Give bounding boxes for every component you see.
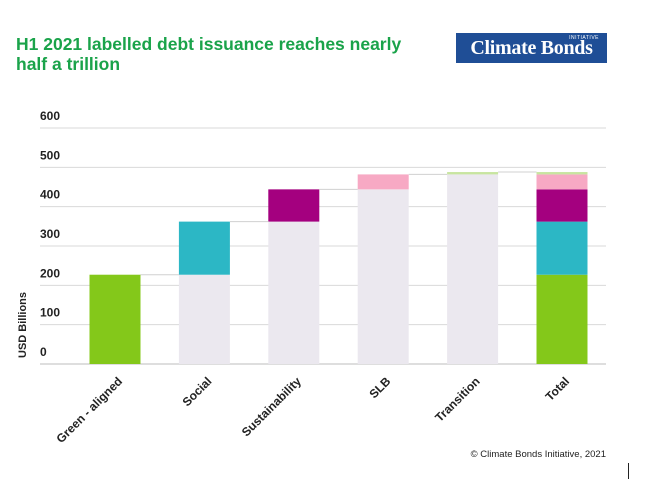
bars (89, 172, 588, 364)
bar-base-1 (178, 274, 230, 364)
y-tick-label: 500 (40, 148, 60, 162)
y-tick-label: 300 (40, 227, 60, 241)
bar-2 (268, 189, 320, 222)
copyright-note: © Climate Bonds Initiative, 2021 (470, 449, 606, 460)
x-axis-categories: Green - aligned Social Sustainability SLB Tr… (53, 374, 572, 446)
y-tick-label: 400 (40, 188, 60, 202)
bar-base-3 (357, 189, 409, 364)
y-tick-label: 200 (40, 266, 60, 280)
total-segment-2 (536, 189, 588, 222)
y-tick-label: 600 (40, 109, 60, 123)
y-axis-ticks: 0 100 200 300 400 500 600 (40, 109, 60, 359)
x-category-label: SLB (366, 374, 393, 401)
y-tick-label: 0 (40, 345, 47, 359)
y-tick-label: 100 (40, 306, 60, 320)
chart-title: H1 2021 labelled debt issuance reaches n… (16, 34, 402, 74)
climate-bonds-logo: INITIATIVE Climate Bonds (456, 33, 607, 63)
x-category-label: Total (543, 374, 573, 404)
bar-1 (178, 221, 230, 275)
logo-wordmark: Climate Bonds (470, 37, 593, 59)
bar-3 (357, 174, 409, 190)
logo-tagline: INITIATIVE (569, 35, 599, 41)
bar-base-2 (268, 221, 320, 364)
total-segment-1 (536, 221, 588, 275)
x-category-label: Transition (432, 374, 482, 424)
bar-0 (89, 274, 141, 364)
text-cursor (628, 463, 629, 479)
total-segment-3 (536, 174, 588, 190)
total-segment-0 (536, 274, 588, 364)
x-category-label: Green - aligned (53, 374, 125, 446)
bar-base-4 (447, 174, 499, 364)
x-category-label: Social (180, 374, 215, 409)
bar-4 (447, 172, 499, 175)
connector-lines (140, 171, 537, 276)
y-axis-label: USD Billions (17, 292, 29, 358)
x-category-label: Sustainability (239, 374, 304, 439)
total-segment-4 (536, 172, 588, 175)
